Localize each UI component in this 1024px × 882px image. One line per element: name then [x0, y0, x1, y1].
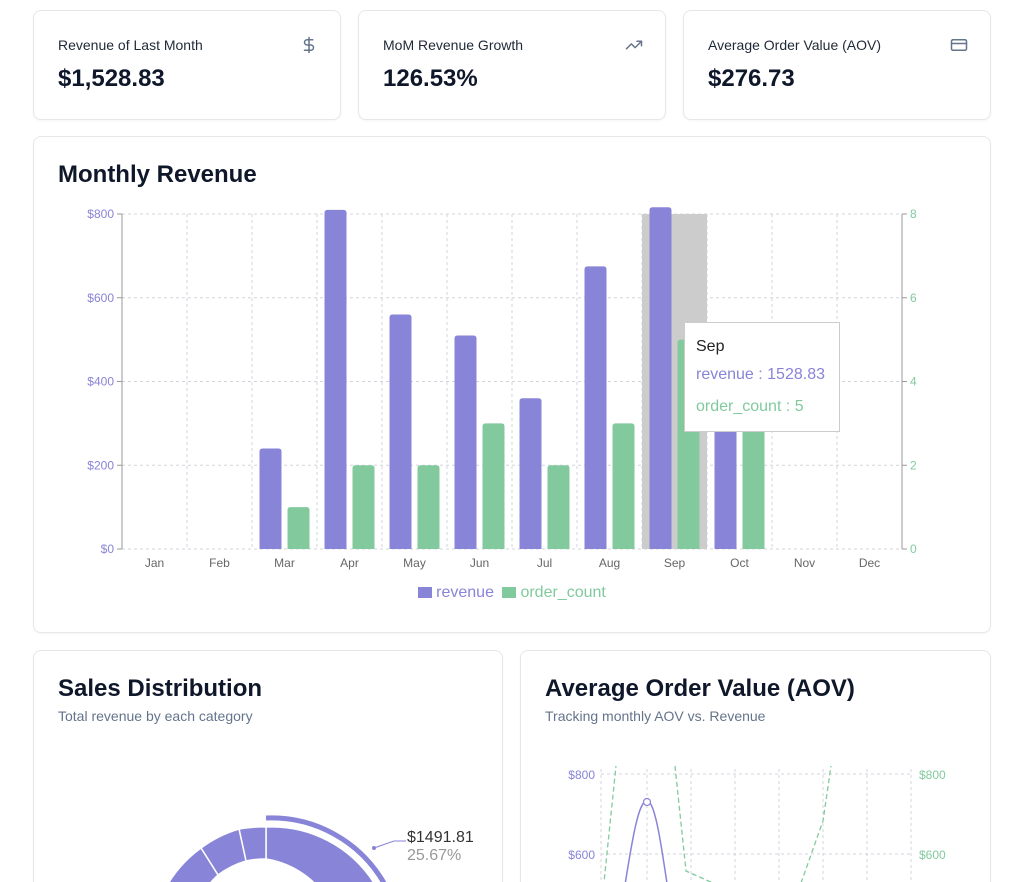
dollar-icon [303, 36, 315, 54]
credit-card-icon [950, 39, 968, 51]
x-tick-label: Aug [599, 556, 620, 570]
right-tick-label: 8 [910, 207, 917, 221]
left-tick-label: $200 [87, 458, 114, 472]
sales-distribution-card: Sales Distribution Total revenue by each… [33, 650, 503, 882]
sales-distribution-subtitle: Total revenue by each category [58, 708, 253, 724]
bar-revenue [649, 207, 672, 550]
revenue-line [603, 765, 832, 882]
bar-revenue [389, 314, 412, 549]
legend-swatch [418, 587, 433, 598]
x-tick-label: May [403, 556, 426, 570]
bar-revenue [454, 335, 477, 549]
x-tick-label: Mar [274, 556, 295, 570]
tooltip-title: Sep [696, 338, 725, 355]
kpi-value: 126.53% [383, 65, 478, 92]
x-tick-label: Jul [537, 556, 552, 570]
donut-label-line [373, 840, 406, 849]
bar-revenue [584, 266, 607, 549]
x-tick-label: Nov [794, 556, 815, 570]
aov-left-tick: $800 [568, 768, 595, 782]
left-tick-label: $800 [87, 207, 114, 221]
donut-slice [265, 826, 375, 882]
donut-label-pct: 25.67% [407, 847, 461, 864]
kpi-value: $276.73 [708, 65, 795, 92]
donut-label-dot [372, 846, 376, 850]
chart-tooltip: Sep revenue : 1528.83 order_count : 5 [684, 322, 840, 432]
aov-chart[interactable]: $800 $600 $800 $600 [521, 651, 991, 882]
left-tick-label: $400 [87, 375, 114, 389]
bar-order-count [547, 465, 570, 549]
legend-item-revenue[interactable]: revenue [418, 584, 494, 601]
right-tick-label: 6 [910, 291, 917, 305]
aov-point [642, 797, 652, 807]
right-tick-label: 0 [910, 542, 917, 556]
legend-swatch [502, 587, 517, 598]
bar-order-count [287, 507, 310, 549]
kpi-card-revenue: Revenue of Last Month $1,528.83 [33, 10, 341, 120]
bar-revenue [714, 423, 737, 549]
x-tick-label: Sep [664, 556, 686, 570]
kpi-card-growth: MoM Revenue Growth 126.53% [358, 10, 666, 120]
bar-order-count [482, 423, 505, 549]
aov-right-tick: $800 [919, 768, 946, 782]
sales-distribution-title: Sales Distribution [58, 675, 263, 702]
x-tick-label: Oct [730, 556, 749, 570]
tooltip-order-count: order_count : 5 [696, 398, 804, 415]
legend-item-order-count[interactable]: order_count [502, 584, 606, 601]
bar-revenue [259, 448, 282, 549]
left-tick-label: $0 [101, 542, 115, 556]
right-tick-label: 4 [910, 375, 917, 389]
donut-slice [238, 826, 267, 862]
bar-revenue [519, 398, 542, 549]
bar-order-count [417, 465, 440, 549]
donut-label-value: $1491.81 [407, 829, 474, 846]
legend-label: revenue [436, 584, 494, 601]
right-tick-label: 2 [910, 458, 917, 472]
kpi-value: $1,528.83 [58, 65, 165, 92]
tooltip-revenue: revenue : 1528.83 [696, 366, 825, 383]
kpi-card-aov: Average Order Value (AOV) $276.73 [683, 10, 991, 120]
x-tick-label: Feb [209, 556, 230, 570]
aov-subtitle: Tracking monthly AOV vs. Revenue [545, 708, 766, 724]
x-tick-label: Dec [859, 556, 880, 570]
x-tick-label: Jun [470, 556, 489, 570]
left-tick-label: $600 [87, 291, 114, 305]
bar-order-count [742, 423, 765, 549]
donut-slice-selected [265, 815, 387, 882]
aov-right-tick: $600 [919, 848, 946, 862]
aov-title: Average Order Value (AOV) [545, 675, 855, 702]
kpi-label: MoM Revenue Growth [383, 37, 524, 53]
bar-order-count [352, 465, 375, 549]
donut-slice [199, 828, 247, 877]
kpi-label: Average Order Value (AOV) [708, 37, 882, 53]
kpi-label: Revenue of Last Month [58, 37, 203, 53]
x-tick-label: Jan [145, 556, 164, 570]
trending-up-icon [625, 40, 643, 50]
donut-chart[interactable]: $1491.81 25.67% [34, 651, 503, 882]
aov-card: Average Order Value (AOV) Tracking month… [520, 650, 991, 882]
bar-revenue [324, 209, 347, 549]
legend-label: order_count [520, 584, 606, 601]
x-tick-label: Apr [340, 556, 359, 570]
aov-left-tick: $600 [568, 848, 595, 862]
chart-legend: revenue order_count [0, 584, 1024, 602]
donut-slice [168, 846, 219, 882]
monthly-revenue-title: Monthly Revenue [58, 161, 257, 188]
bar-order-count [612, 423, 635, 549]
aov-line [624, 800, 668, 882]
